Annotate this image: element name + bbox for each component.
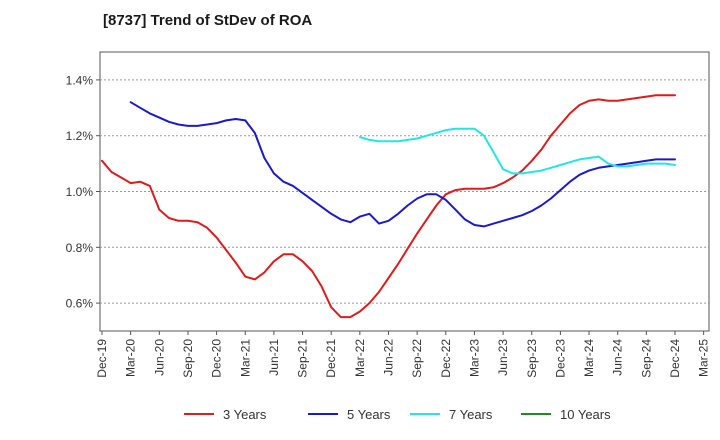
chart-title: [8737] Trend of StDev of ROA xyxy=(103,12,313,29)
x-tick-label: Jun-23 xyxy=(496,339,510,376)
series-layer xyxy=(101,94,676,319)
y-tick-label: 0.8% xyxy=(66,241,94,255)
y-tick-label: 1.2% xyxy=(66,129,94,143)
x-tick-label: Dec-19 xyxy=(95,339,109,378)
series-line-3-years xyxy=(101,94,676,319)
y-tick-layer: 0.6% 0.8% 1.0% 1.2% 1.4% xyxy=(66,73,100,311)
x-tick-label: Mar-20 xyxy=(124,339,138,377)
x-tick-label: Jun-21 xyxy=(267,339,281,376)
y-tick-label: 0.6% xyxy=(66,297,94,311)
legend-label-2: 5 Years xyxy=(347,407,391,422)
x-tick-label: Dec-23 xyxy=(553,339,567,378)
y-tick-label: 1.4% xyxy=(66,73,94,87)
x-tick-label: Dec-22 xyxy=(439,339,453,378)
x-tick-label: Dec-24 xyxy=(668,339,682,378)
x-tick-label: Sep-23 xyxy=(525,339,539,378)
legend-label-1: 3 Years xyxy=(223,407,267,422)
x-tick-label: Mar-25 xyxy=(697,339,711,377)
grid-layer xyxy=(100,79,709,304)
legend-label-4: 10 Years xyxy=(560,407,611,422)
x-tick-label: Dec-20 xyxy=(210,339,224,378)
legend-layer: 3 Years 5 Years 7 Years 10 Years xyxy=(184,407,611,422)
x-tick-label: Sep-21 xyxy=(296,339,310,378)
x-tick-label: Mar-22 xyxy=(353,339,367,377)
x-tick-label: Mar-23 xyxy=(467,339,481,377)
series-line-7-years xyxy=(358,127,676,175)
x-tick-label: Sep-24 xyxy=(639,339,653,378)
x-tick-label: Jun-22 xyxy=(382,339,396,376)
y-tick-label: 1.0% xyxy=(66,185,94,199)
x-tick-label: Jun-24 xyxy=(611,339,625,376)
x-tick-label: Mar-24 xyxy=(582,339,596,377)
x-tick-label: Jun-20 xyxy=(152,339,166,376)
x-tick-label: Mar-21 xyxy=(238,339,252,377)
x-tick-label: Dec-21 xyxy=(324,339,338,378)
x-tick-layer: Dec-19 Mar-20 Jun-20 Sep-20 Dec-20 Mar-21 Jun-… xyxy=(95,331,711,378)
x-tick-label: Sep-22 xyxy=(410,339,424,378)
legend-label-3: 7 Years xyxy=(449,407,493,422)
x-tick-label: Sep-20 xyxy=(181,339,195,378)
series-line-5-years xyxy=(129,101,676,228)
